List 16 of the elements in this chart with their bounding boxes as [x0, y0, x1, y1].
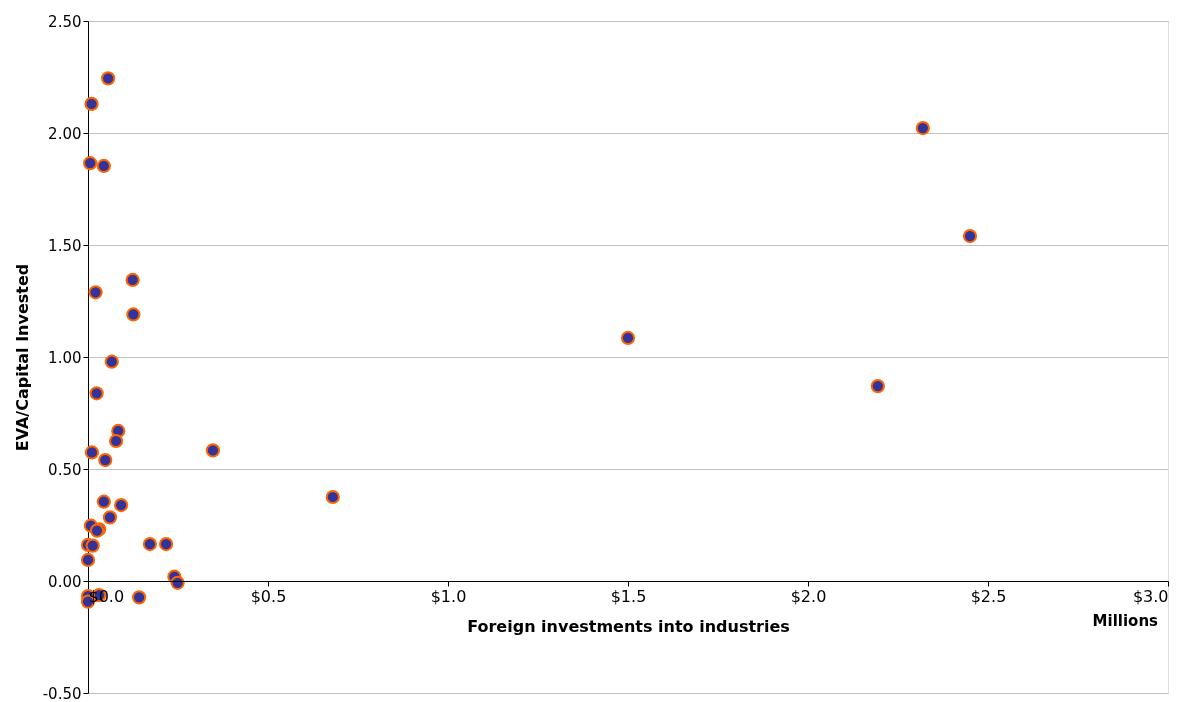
y-axis-title: EVA/Capital Invested	[12, 263, 32, 452]
x-axis-title: Foreign investments into industries	[467, 616, 790, 636]
x-tick-label: $1.0	[430, 586, 467, 606]
y-tick-label: 1.00	[48, 348, 82, 367]
y-tick-label: 2.50	[48, 12, 82, 31]
x-tick-label: $3.0	[1132, 586, 1169, 606]
annotation: Millions	[1092, 612, 1159, 630]
x-tick-label: $0.5	[250, 586, 287, 606]
x-tick-label: $1.5	[610, 586, 647, 606]
y-tick-label: -0.50	[42, 684, 82, 702]
x-tick-label: $2.0	[790, 586, 827, 606]
x-tick-label: $2.5	[970, 586, 1007, 606]
y-tick-label: 0.50	[48, 460, 82, 479]
y-tick-label: 1.50	[48, 236, 82, 255]
y-tick-label: 0.00	[48, 572, 82, 591]
y-tick-label: 2.00	[48, 124, 82, 143]
